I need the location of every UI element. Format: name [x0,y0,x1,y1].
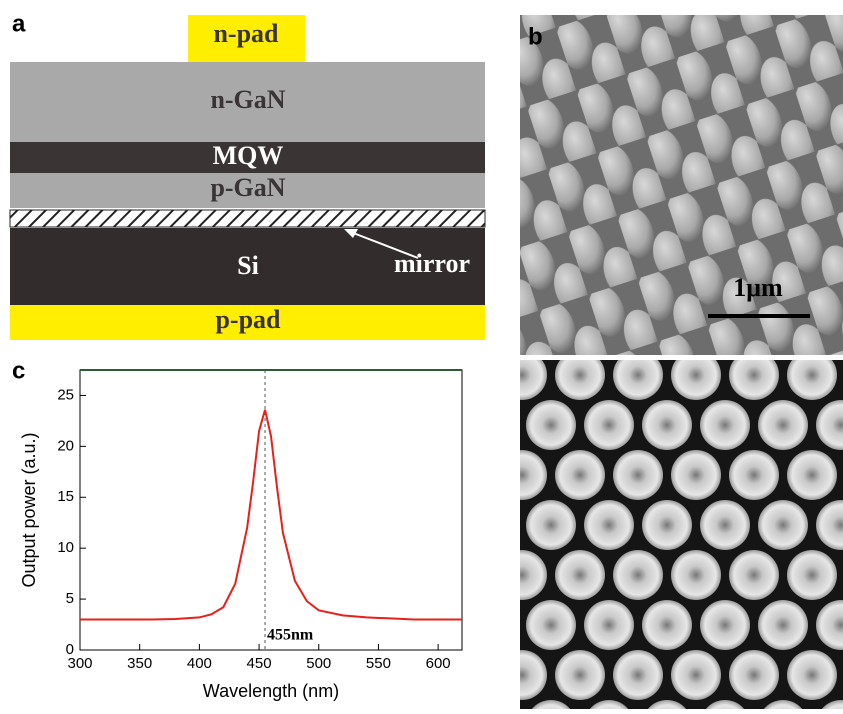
sem-tilted [520,15,843,355]
x-axis-label: Wavelength (nm) [203,681,339,701]
mirror-layer [10,210,485,227]
panel-label: a [12,10,26,37]
y-tick-label: 25 [57,386,74,403]
y-tick-label: 10 [57,539,74,556]
x-tick-label: 600 [426,655,451,672]
annotation: 455nm [267,627,314,644]
layer-label: Si [237,251,259,280]
scale-label: 1μm [733,273,783,302]
plot-frame [80,370,462,650]
layer-label: p-pad [215,305,281,334]
x-tick-label: 350 [127,655,152,672]
layer-label: MQW [213,141,284,170]
panel-label: b [528,23,543,50]
spectrum-line [80,410,462,620]
y-axis-label: Output power (a.u.) [19,432,39,587]
y-tick-label: 15 [57,488,74,505]
mirror-label: mirror [394,249,470,278]
x-tick-label: 550 [366,655,391,672]
x-tick-label: 400 [187,655,212,672]
x-tick-label: 500 [306,655,331,672]
figure: a n-pad n-GaN MQW p-GaN Si p-pad mirror … [0,0,843,709]
x-tick-label: 450 [247,655,272,672]
sem-top [520,360,843,709]
x-tick-label: 300 [67,655,92,672]
layer-label: n-GaN [210,85,285,114]
panel-label: c [12,357,25,384]
layer-label: n-pad [213,19,279,48]
y-tick-label: 5 [66,590,74,607]
y-tick-label: 20 [57,437,74,454]
layer-label: p-GaN [210,173,285,202]
